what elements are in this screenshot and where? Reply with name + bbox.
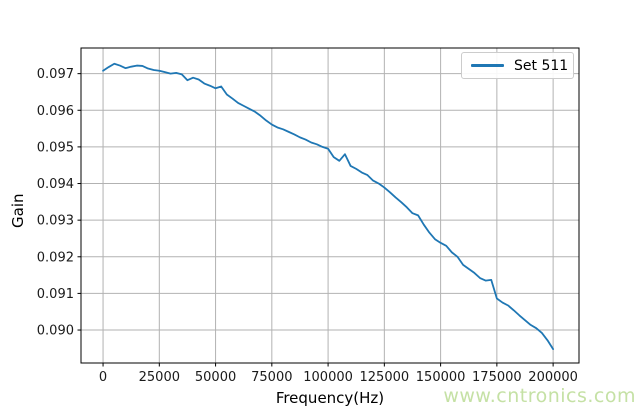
x-tick-label: 175000 (472, 370, 522, 385)
legend-label: Set 511 (514, 57, 569, 74)
legend-line-sample (471, 64, 504, 67)
y-tick-label: 0.091 (37, 287, 74, 302)
y-tick-label: 0.095 (37, 140, 74, 155)
plot-frame (80, 47, 580, 364)
x-tick-label: 100000 (303, 370, 353, 385)
data-line-set-511 (102, 62, 555, 350)
y-axis-label: Gain (9, 193, 27, 229)
x-tick-label: 125000 (360, 370, 410, 385)
y-tick-label: 0.093 (37, 214, 74, 229)
y-tick-label: 0.094 (37, 177, 74, 192)
x-tick-label: 150000 (416, 370, 466, 385)
x-axis-label: Frequency(Hz) (275, 389, 385, 407)
y-tick-label: 0.096 (37, 104, 74, 119)
x-tick-label: 75000 (251, 370, 292, 385)
watermark: www.cntronics.com (443, 385, 636, 407)
x-tick-label: 25000 (139, 370, 180, 385)
x-tick-label: 200000 (528, 370, 578, 385)
y-tick-label: 0.090 (37, 324, 74, 339)
x-tick-label: 50000 (195, 370, 236, 385)
y-tick-label: 0.097 (37, 67, 74, 82)
y-tick-label: 0.092 (37, 250, 74, 265)
x-tick-label: 0 (99, 370, 107, 385)
legend: Set 511 (461, 52, 574, 79)
